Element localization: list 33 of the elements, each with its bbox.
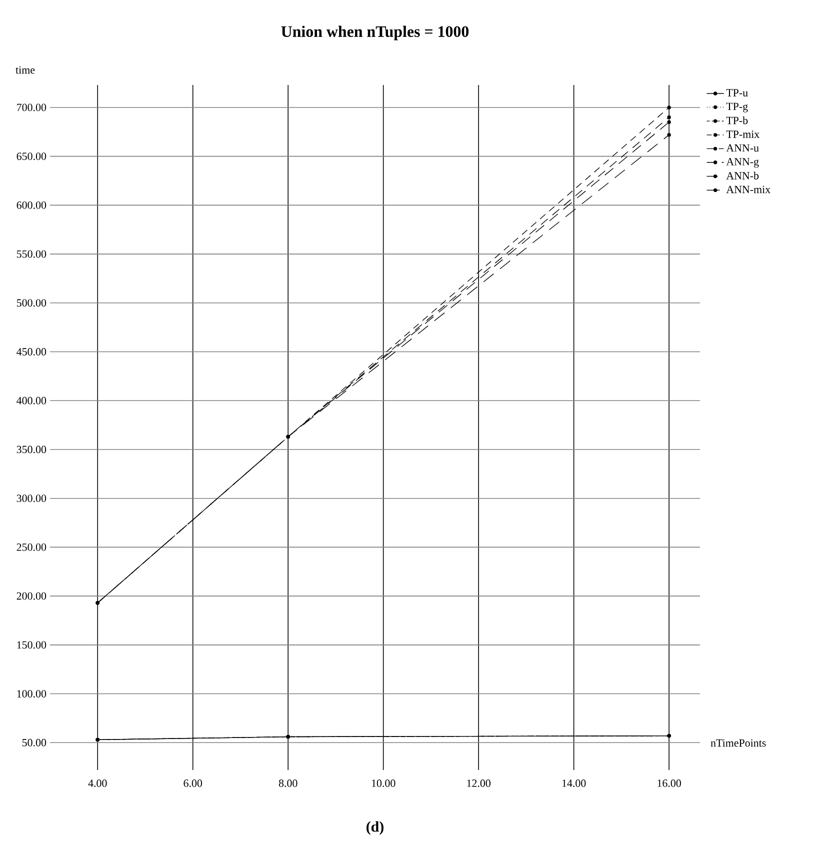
legend-label: ANN-g (726, 158, 759, 168)
legend-label: TP-b (726, 116, 748, 124)
legend-label: ANN-mix (726, 186, 770, 194)
legend-label: TP-mix (726, 130, 760, 138)
y-tick-label: 550.00 (16, 250, 46, 258)
x-tick-label: 12.00 (467, 780, 490, 787)
text: (d) (366, 821, 384, 835)
legend-label: ANN-u (726, 144, 759, 152)
y-tick-label: 100.00 (17, 690, 46, 698)
legend-label: TP-u (726, 89, 748, 96)
y-tick-label: 150.00 (17, 641, 46, 649)
y-tick-label: 350.00 (16, 446, 46, 454)
y-tick-label: 700.00 (17, 104, 46, 112)
legend-label: TP-g (726, 102, 748, 112)
y-tick-label: 450.00 (16, 348, 46, 356)
x-tick-label: 14.00 (562, 780, 586, 787)
x-tick-label: 4.00 (88, 780, 107, 787)
y-tick-label: 200.00 (16, 592, 46, 600)
y-tick-label: 250.00 (16, 543, 46, 551)
chart-title: Union when nTuples = 1000 (281, 26, 469, 40)
y-tick-label: 50.00 (22, 738, 46, 746)
x-tick-label: 10.00 (372, 780, 396, 787)
legend-label: ANN-b (726, 172, 759, 180)
y-axis-title: time (16, 66, 35, 74)
x-tick-label: 16.00 (658, 780, 681, 787)
x-tick-label: 8.00 (278, 780, 298, 787)
y-tick-label: 650.00 (16, 152, 46, 160)
y-tick-label: 500.00 (16, 299, 46, 307)
y-tick-label: 600.00 (16, 201, 46, 209)
x-axis-title: nTimePoints (710, 739, 766, 747)
x-tick-label: 6.00 (184, 780, 202, 787)
y-tick-label: 300.00 (16, 494, 46, 502)
y-tick-label: 400.00 (16, 396, 46, 404)
